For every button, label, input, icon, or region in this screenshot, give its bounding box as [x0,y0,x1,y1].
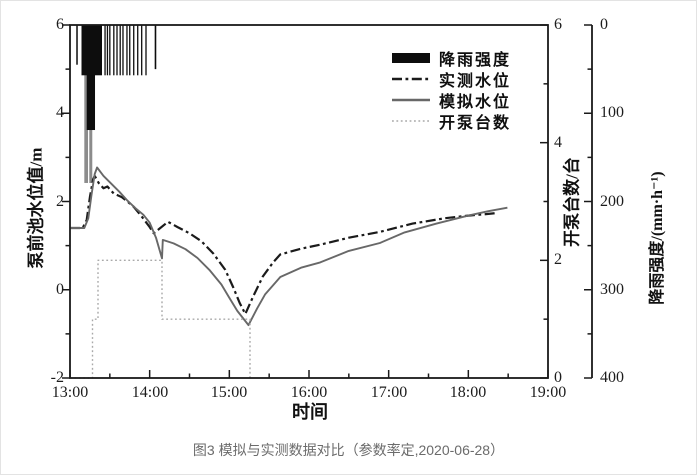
rain-axis-tick-label: 200 [600,193,624,210]
series-dotted [70,259,251,379]
legend-item-rain: 降雨强度 [392,47,512,69]
rain-axis-tick-label: 0 [600,16,608,33]
rainfall-bar [76,25,78,65]
legend-label: 降雨强度 [439,51,512,69]
legend-label: 开泵台数 [439,114,512,132]
water-axis-tick-label: 4 [56,104,64,121]
x-axis-title: 时间 [292,402,328,422]
rainfall-bar [141,25,143,76]
rainfall-bar [113,25,115,76]
rainfall-bar [122,25,124,76]
rainfall-bar [116,25,118,76]
legend-item-measured: 实测水位 [392,68,512,90]
x-axis-tick-label: 14:00 [131,384,169,401]
figure-caption: 图3 模拟与实测数据对比（参数率定,2020-06-28） [192,442,505,458]
rain-axis-tick-label: 100 [600,104,624,121]
pump-axis-tick-label: 0 [554,369,562,386]
x-axis-tick-label: 17:00 [370,384,408,401]
rainfall-bar [106,25,109,76]
pump-axis-title: 开泵台数/台 [562,157,582,247]
rainfall-bar [81,25,102,76]
water-axis-tick-label: 2 [56,193,64,210]
x-axis-tick-label: 19:00 [529,384,567,401]
rainfall-bar [86,25,96,131]
rainfall-bar [109,25,111,76]
x-axis-tick-label: 16:00 [290,384,328,401]
rain-bar-swatch [392,51,432,65]
rainfall-bar [137,25,139,76]
rain-axis-title: 降雨强度/(mm·h⁻¹) [649,171,666,305]
measured-line-swatch [392,72,432,86]
rainfall-bar [129,25,131,76]
rainfall-bar [154,25,157,70]
simulated-line-swatch [392,93,432,107]
x-axis-tick-label: 18:00 [449,384,487,401]
water-axis-tick-label: 6 [56,16,64,33]
water-axis-tick-label: -2 [50,369,64,386]
rainfall-bar [84,25,89,183]
rainfall-bar [145,25,147,76]
pump-line-swatch [392,114,432,128]
legend-label: 实测水位 [439,72,512,90]
x-axis-tick-label: 13:00 [51,384,89,401]
rainfall-bar [104,25,106,76]
rainfall-bar [133,25,135,76]
series-dashdot [70,174,498,316]
series-solid [70,166,508,327]
pump-axis-tick-label: 4 [554,134,562,151]
legend-label: 模拟水位 [439,93,512,111]
water-axis-tick-label: 0 [56,281,64,298]
rain-axis-tick-label: 400 [600,369,624,386]
x-axis-tick-label: 15:00 [210,384,248,401]
pump-axis-tick-label: 2 [554,251,562,268]
pump-axis-tick-label: 6 [554,16,562,33]
rain-axis-tick-label: 300 [600,281,624,298]
legend: 降雨强度 实测水位 模拟水位 开泵台数 [392,47,512,132]
rainfall-bar [126,25,128,76]
rainfall-bar [119,25,121,76]
legend-item-simulated: 模拟水位 [392,89,512,111]
legend-item-pumps: 开泵台数 [392,110,512,132]
